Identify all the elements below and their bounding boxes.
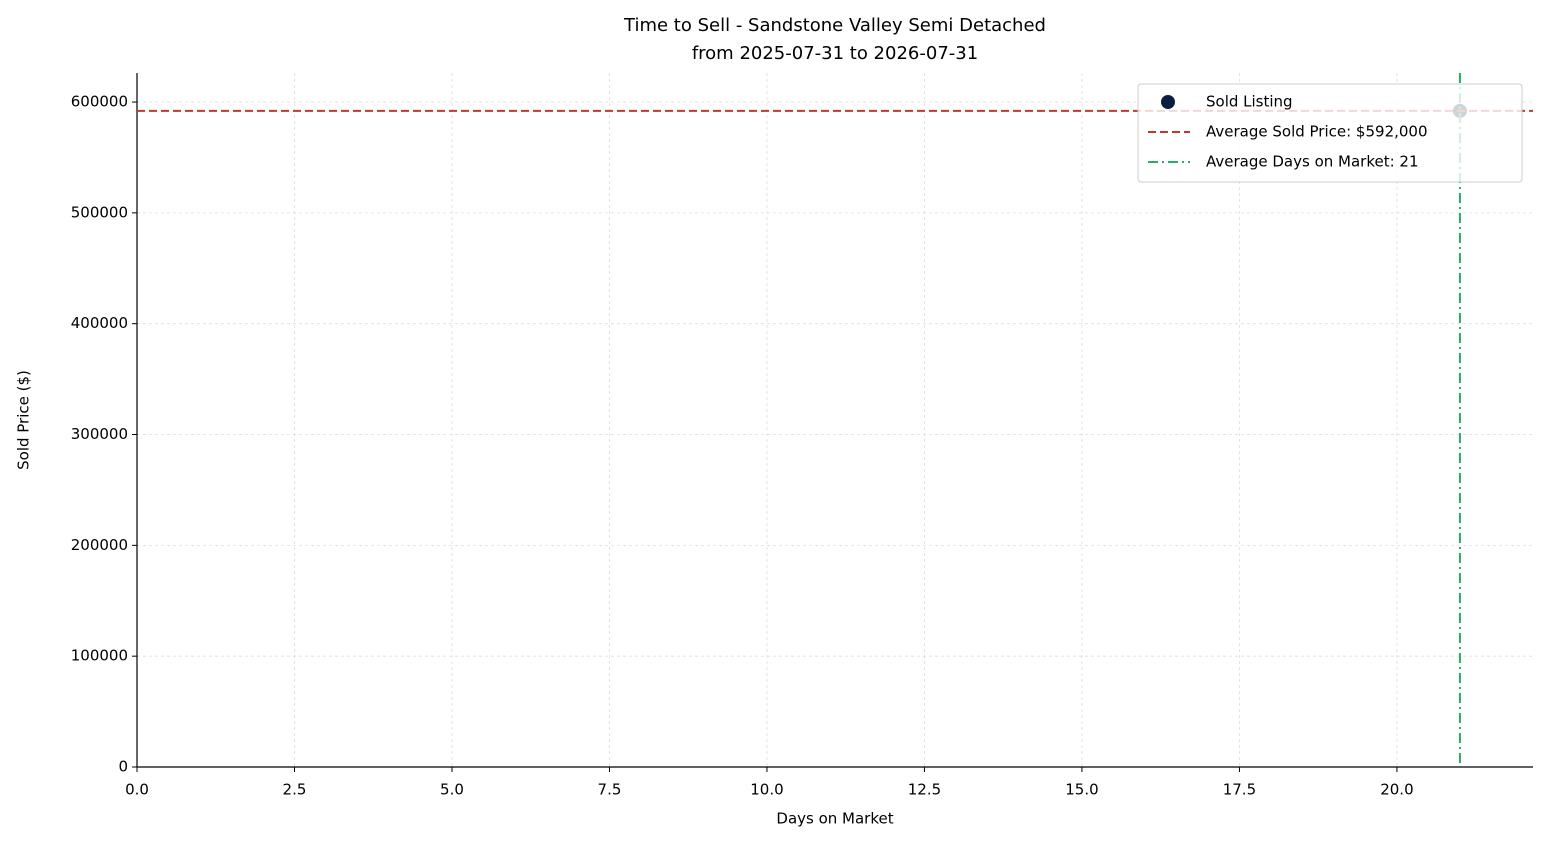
legend-box bbox=[1137, 83, 1523, 183]
x-tick-label: 20.0 bbox=[1380, 781, 1413, 799]
x-axis-label: Days on Market bbox=[776, 810, 893, 828]
y-tick-label: 500000 bbox=[71, 203, 128, 221]
chart-title: Time to Sell - Sandstone Valley Semi Det… bbox=[623, 15, 1046, 36]
x-tick-label: 2.5 bbox=[283, 781, 307, 799]
legend-label: Sold Listing bbox=[1206, 93, 1293, 111]
chart-subtitle: from 2025-07-31 to 2026-07-31 bbox=[692, 43, 978, 64]
x-tick-label: 10.0 bbox=[750, 781, 783, 799]
legend-label: Average Sold Price: $592,000 bbox=[1206, 123, 1428, 141]
y-tick-label: 400000 bbox=[71, 314, 128, 332]
y-axis-label: Sold Price ($) bbox=[15, 370, 33, 470]
y-tick-label: 200000 bbox=[71, 536, 128, 554]
x-tick-label: 0.0 bbox=[125, 781, 149, 799]
y-tick-label: 600000 bbox=[71, 93, 128, 111]
x-tick-label: 12.5 bbox=[908, 781, 941, 799]
x-tick-label: 7.5 bbox=[598, 781, 622, 799]
legend-label: Average Days on Market: 21 bbox=[1206, 153, 1419, 171]
x-tick-label: 5.0 bbox=[440, 781, 464, 799]
y-tick-label: 0 bbox=[118, 758, 128, 776]
x-tick-label: 15.0 bbox=[1065, 781, 1098, 799]
y-tick-label: 100000 bbox=[71, 647, 128, 665]
y-tick-label: 300000 bbox=[71, 425, 128, 443]
x-tick-label: 17.5 bbox=[1223, 781, 1256, 799]
legend-marker bbox=[1161, 95, 1175, 109]
